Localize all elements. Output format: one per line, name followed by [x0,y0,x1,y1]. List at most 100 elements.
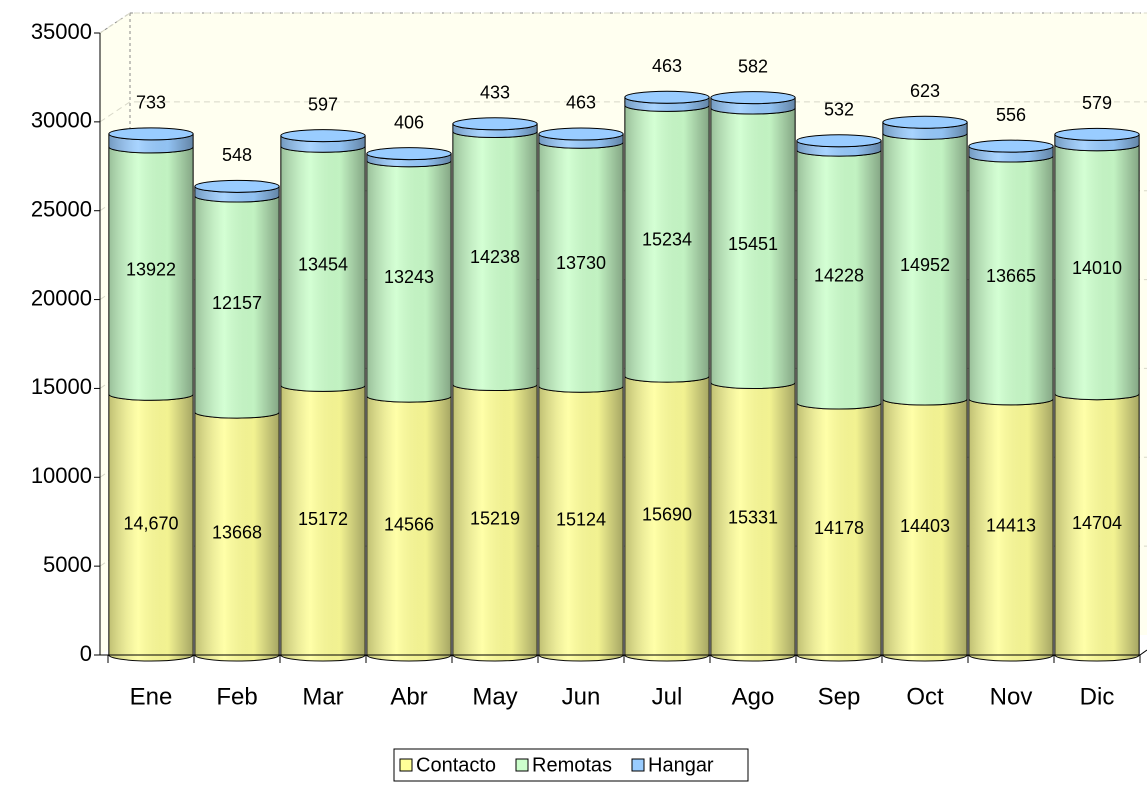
data-label: 463 [566,93,596,113]
x-tick-label: Abr [390,683,427,710]
data-label: 13665 [986,266,1036,286]
bar-top [796,134,882,148]
data-label: 15172 [298,509,348,529]
y-tick-label: 30000 [31,108,92,133]
bar-shade [366,160,452,403]
bar-shade [280,146,366,392]
data-label: 14413 [986,516,1036,536]
legend-swatch [399,758,413,772]
legend-label: Remotas [532,754,612,776]
bar-shade [108,146,194,401]
data-label: 13922 [126,259,176,279]
data-label: 14010 [1072,258,1122,278]
data-label: 14228 [814,265,864,285]
data-label: 579 [1082,93,1112,113]
legend-label: Hangar [648,754,714,776]
x-tick-label: May [472,683,517,710]
bar-shade [882,122,968,140]
bar-shade [538,386,624,661]
data-label: 13243 [384,267,434,287]
bar-shade [452,384,538,661]
bar-shade [452,131,538,391]
data-label: 556 [996,105,1026,125]
bar-shade [1054,144,1140,400]
bar-top [624,90,710,104]
x-tick-label: Oct [906,683,944,710]
bar-shade [968,156,1054,405]
data-label: 463 [652,56,682,76]
data-label: 14704 [1072,513,1122,533]
bar-shade [1054,134,1140,151]
x-axis [100,649,1147,656]
x-tick-label: Nov [990,683,1033,710]
legend-label: Contacto [416,754,496,776]
y-tick-label: 15000 [31,374,92,399]
bar-shade [280,135,366,153]
bar-shade [796,140,882,157]
x-tick-label: Mar [302,683,343,710]
grid-line [99,12,1147,34]
bar-top [710,91,796,105]
bar-top [882,115,968,129]
bar-shade [108,394,194,661]
data-label: 582 [738,56,768,76]
bar-shade [624,376,710,661]
data-label: 15219 [470,509,520,529]
bar-shade [968,398,1054,661]
x-tick-label: Ene [130,683,173,710]
bar-top [538,127,624,141]
y-tick-label: 20000 [31,285,92,310]
legend-swatch [631,758,645,772]
bar-top [1054,127,1140,141]
y-tick-label: 5000 [43,552,92,577]
bar-top [194,179,280,193]
bar-shade [968,146,1054,163]
data-label: 548 [222,145,252,165]
data-label: 14178 [814,518,864,538]
bar-shade [796,150,882,410]
x-tick-label: Ago [732,683,775,710]
bar-shade [624,97,710,112]
y-tick-label: 10000 [31,463,92,488]
data-label: 597 [308,94,338,114]
data-label: 15690 [642,504,692,524]
data-label: 13454 [298,255,348,275]
bar-shade [366,153,452,167]
bar-shade [366,396,452,661]
legend-swatch [515,758,529,772]
bar-top [968,139,1054,153]
data-label: 14,670 [123,513,178,533]
bar-shade [194,186,280,203]
data-label: 14952 [900,255,950,275]
y-tick-label: 35000 [31,19,92,44]
x-tick-label: Jun [562,683,601,710]
x-tick-label: Sep [818,683,861,710]
y-tick-label: 25000 [31,197,92,222]
grid-line [99,101,1147,123]
bar-shade [194,412,280,661]
bar-shade [710,107,796,389]
bar-shade [538,133,624,149]
bar-top [280,129,366,143]
data-label: 15234 [642,230,692,250]
data-label: 15124 [556,509,606,529]
bar-top [108,127,194,141]
bar-shade [796,403,882,661]
data-label: 433 [480,83,510,103]
data-label: 14238 [470,247,520,267]
bar-shade [710,382,796,661]
data-label: 532 [824,99,854,119]
x-tick-label: Jul [652,683,683,710]
data-label: 14403 [900,516,950,536]
data-label: 12157 [212,293,262,313]
data-label: 623 [910,81,940,101]
data-label: 406 [394,112,424,132]
bar-shade [538,142,624,393]
bar-shade [194,196,280,419]
bar-shade [108,133,194,153]
data-label: 733 [136,93,166,113]
bar-top [366,147,452,161]
bar-shade [710,97,796,114]
x-tick-label: Feb [216,683,257,710]
